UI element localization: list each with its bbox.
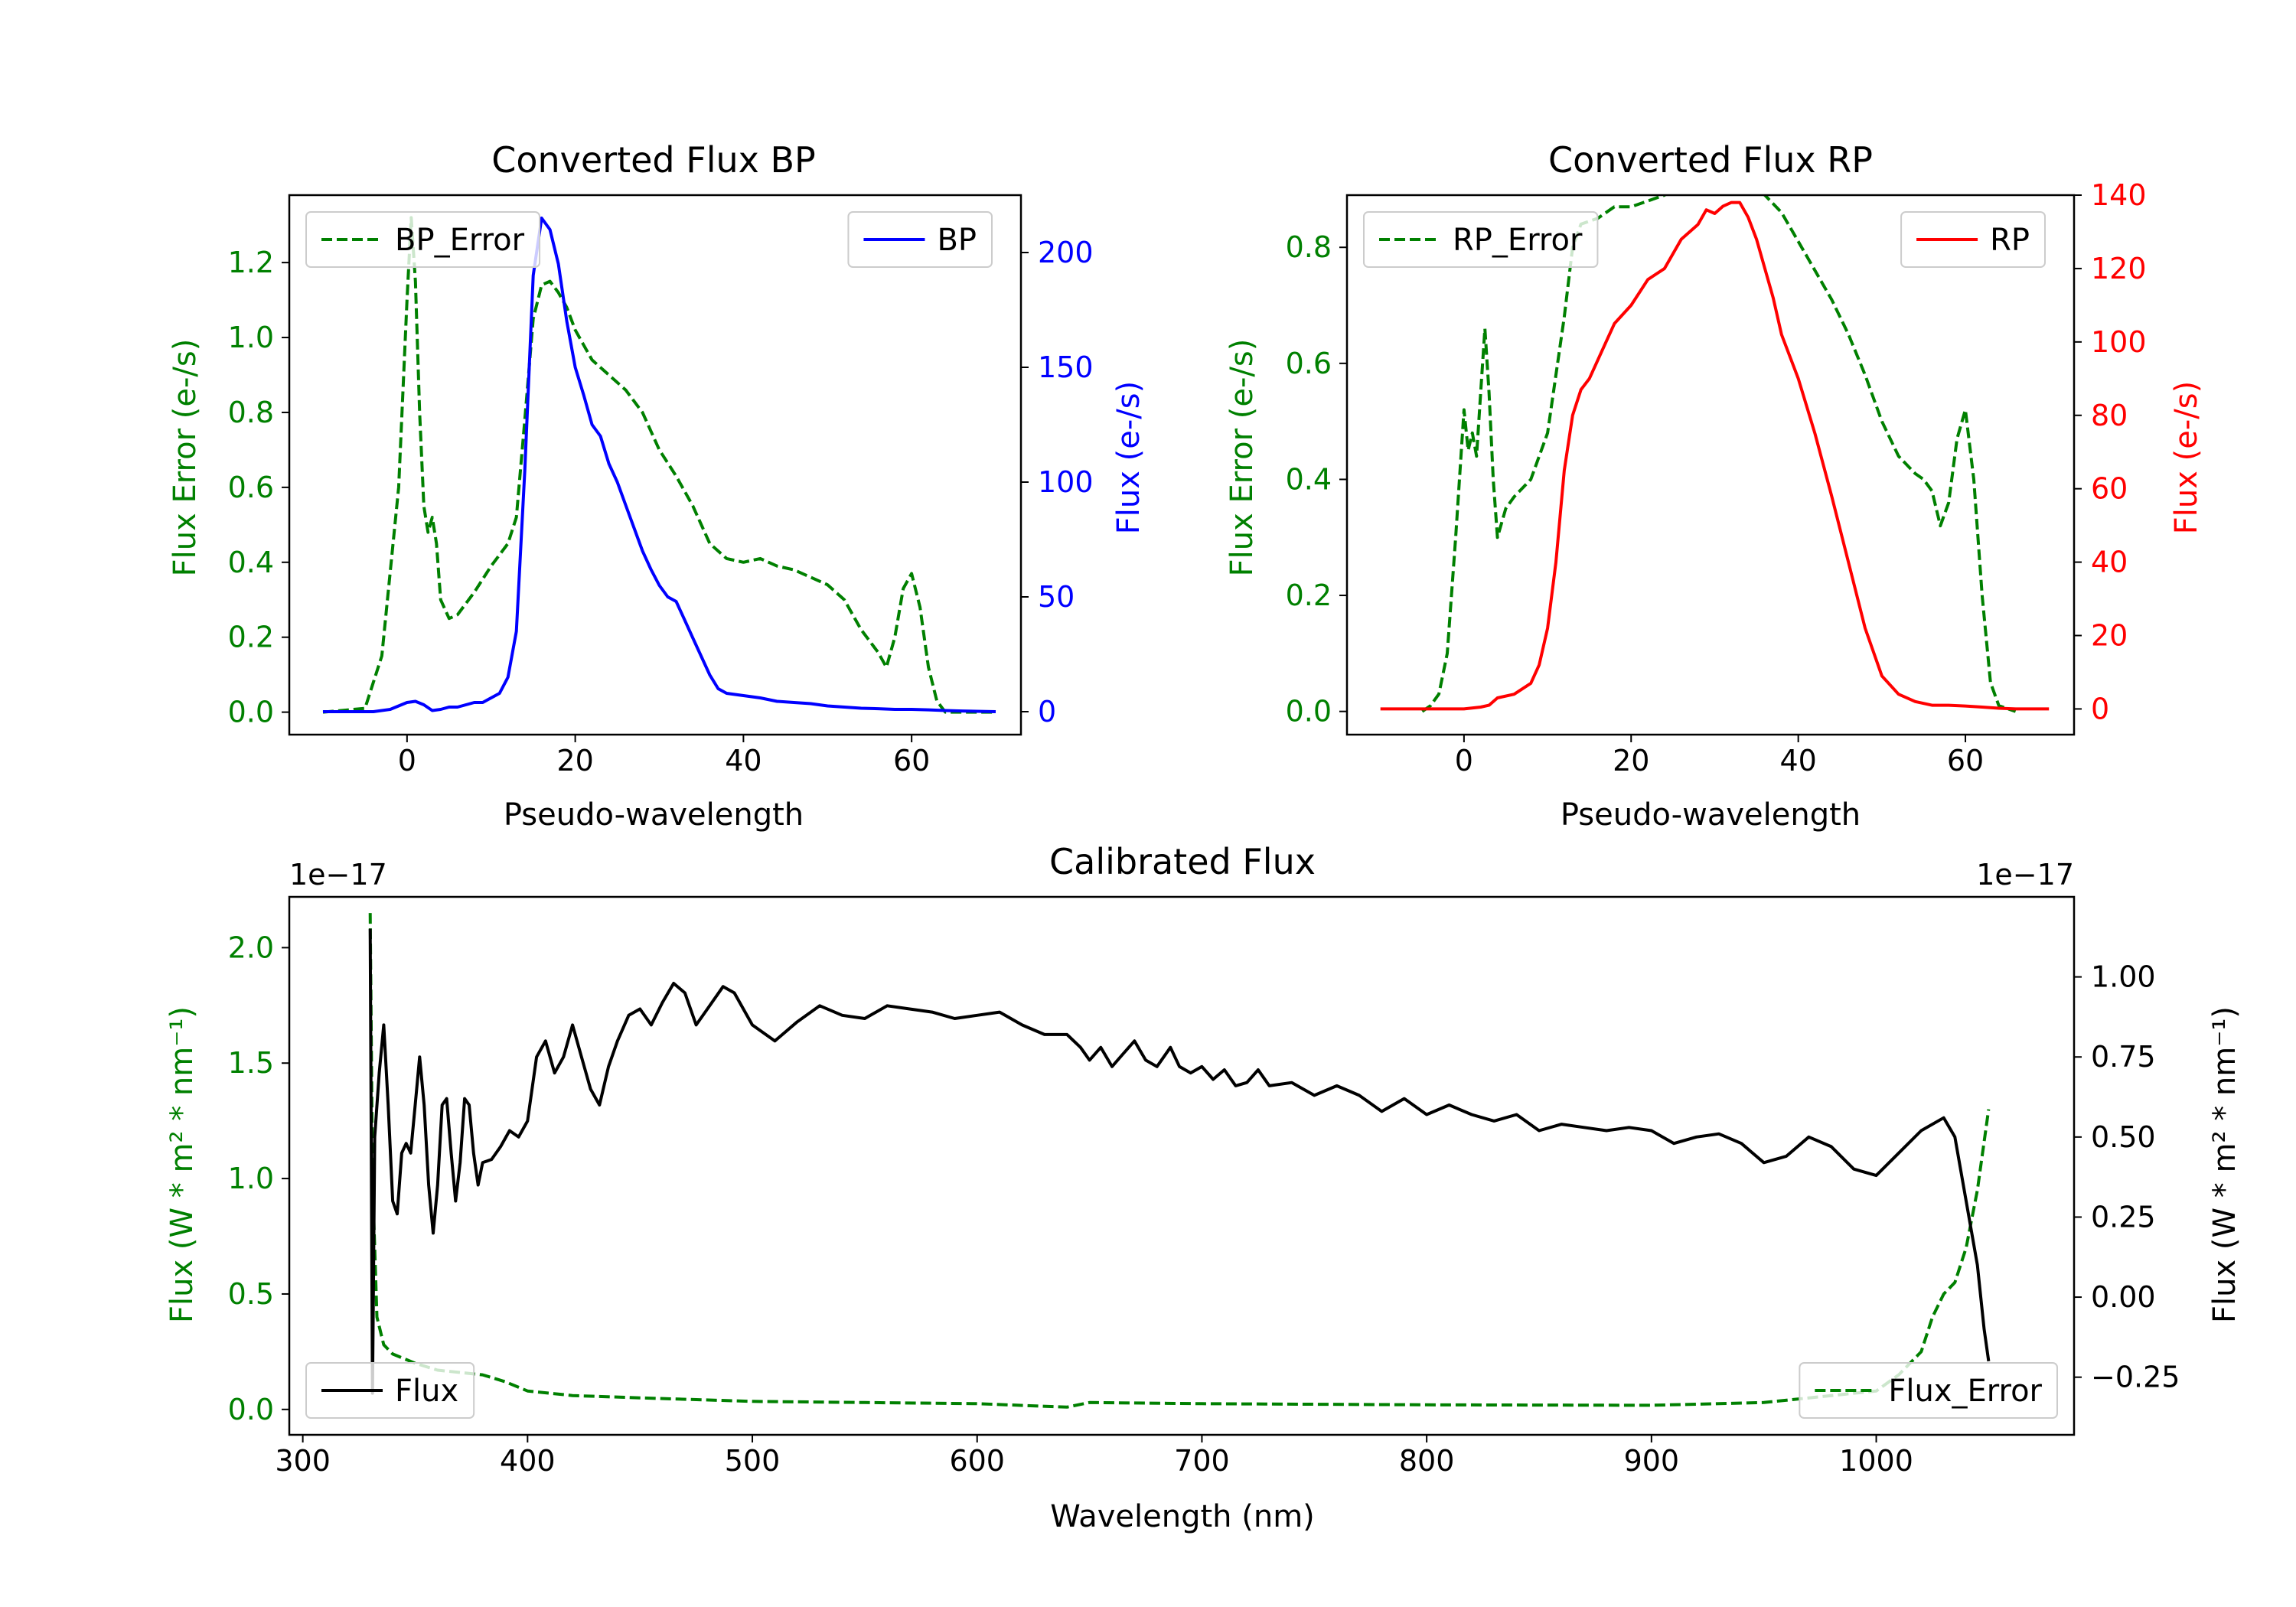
calibrated-right-axis-label: Flux (W * m² * nm⁻¹) <box>2207 1006 2242 1323</box>
calibrated-legend-box-left <box>305 1362 475 1419</box>
bp-right-y-tick-label: 100 <box>1038 465 1094 499</box>
rp-legend-right: RP <box>1900 211 2046 268</box>
bp-x-tick-label: 20 <box>556 744 593 777</box>
bp-right-y-tick-label: 0 <box>1038 695 1056 729</box>
bp-series-bp <box>323 217 996 713</box>
rp-right-y-tick-label: 120 <box>2091 252 2147 285</box>
rp-right-axis-label: Flux (e-/s) <box>2169 381 2204 534</box>
bp-panel: Converted Flux BP Pseudo-wavelength Flux… <box>168 139 1146 833</box>
bp-left-axis-label: Flux Error (e-/s) <box>168 339 203 577</box>
calibrated-right-y-tick-label: 0.75 <box>2091 1040 2156 1074</box>
calibrated-legend-left: Flux <box>305 1362 475 1419</box>
rp-left-y-tick-label: 0.6 <box>1286 347 1332 380</box>
calibrated-legend-label-left: Flux <box>395 1374 458 1409</box>
rp-left-axis-label: Flux Error (e-/s) <box>1225 339 1260 577</box>
rp-axes-frame <box>1345 194 2076 736</box>
calibrated-x-tick-label: 400 <box>500 1444 556 1478</box>
calibrated-left-y-tick-label: 0.5 <box>228 1277 274 1311</box>
bp-legend-label-right: BP <box>937 223 977 258</box>
calibrated-right-y-tick-label: 1.00 <box>2091 960 2156 994</box>
bp-axes-frame <box>288 194 1022 736</box>
calibrated-x-tick-label: 900 <box>1624 1444 1680 1478</box>
calibrated-left-y-tick-label: 2.0 <box>228 931 274 964</box>
bp-right-axis-label: Flux (e-/s) <box>1111 381 1146 534</box>
bp-title: Converted Flux BP <box>491 139 816 181</box>
rp-left-y-tick-label: 0.2 <box>1286 579 1332 612</box>
bp-right-y-tick-label: 50 <box>1038 580 1075 614</box>
bp-legend-label-left: BP_Error <box>395 223 525 258</box>
calibrated-legend-right: Flux_Error <box>1799 1362 2058 1419</box>
calibrated-panel: Calibrated Flux Wavelength (nm) Flux (W … <box>165 841 2242 1534</box>
calibrated-left-offset-text: 1e−17 <box>289 858 387 892</box>
rp-legend-box-left <box>1363 211 1599 268</box>
rp-right-y-tick-label: 100 <box>2091 325 2147 359</box>
calibrated-x-tick-label: 700 <box>1174 1444 1230 1478</box>
calibrated-x-tick-label: 500 <box>725 1444 781 1478</box>
rp-right-y-tick-label: 80 <box>2091 399 2128 432</box>
calibrated-axes-frame <box>288 895 2076 1436</box>
rp-series-rp <box>1380 200 2050 711</box>
rp-x-tick-label: 40 <box>1779 744 1816 777</box>
bp-legend-box-left <box>305 211 541 268</box>
calibrated-left-axis-label: Flux (W * m² * nm⁻¹) <box>165 1006 200 1323</box>
bp-x-tick-label: 40 <box>725 744 762 777</box>
bp-legend-right: BP <box>847 211 993 268</box>
calibrated-legend-label-right: Flux_Error <box>1888 1374 2042 1409</box>
calibrated-right-y-tick-label: −0.25 <box>2091 1361 2180 1394</box>
calibrated-x-tick-label: 300 <box>275 1444 331 1478</box>
bp-legend-left: BP_Error <box>305 211 541 268</box>
calibrated-title: Calibrated Flux <box>1049 841 1316 882</box>
bp-left-y-tick-label: 0.6 <box>228 471 274 504</box>
bp-left-y-tick-label: 0.8 <box>228 396 274 429</box>
calibrated-x-axis-label: Wavelength (nm) <box>1050 1499 1315 1534</box>
calibrated-x-tick-label: 1000 <box>1839 1444 1913 1478</box>
calibrated-left-y-tick-label: 1.0 <box>228 1162 274 1195</box>
rp-x-tick-label: 20 <box>1613 744 1649 777</box>
rp-right-y-tick-label: 0 <box>2091 692 2109 725</box>
calibrated-right-offset-text: 1e−17 <box>1976 858 2074 892</box>
calibrated-right-y-tick-label: 0.50 <box>2091 1120 2156 1154</box>
rp-right-y-tick-label: 140 <box>2091 178 2147 212</box>
bp-right-y-tick-label: 200 <box>1038 236 1094 269</box>
rp-right-y-tick-label: 20 <box>2091 619 2128 653</box>
bp-left-y-tick-label: 0.0 <box>228 696 274 729</box>
calibrated-series-flux-error <box>368 913 1991 1409</box>
bp-x-tick-label: 0 <box>398 744 416 777</box>
rp-left-y-tick-label: 0.4 <box>1286 462 1332 496</box>
bp-x-tick-label: 60 <box>893 744 930 777</box>
calibrated-legend-box-right <box>1799 1362 2058 1419</box>
calibrated-x-tick-label: 800 <box>1399 1444 1455 1478</box>
calibrated-series-flux <box>368 928 1991 1395</box>
rp-x-axis-label: Pseudo-wavelength <box>1561 797 1861 833</box>
rp-legend-label-right: RP <box>1990 223 2030 258</box>
bp-right-y-tick-label: 150 <box>1038 350 1094 384</box>
rp-left-y-tick-label: 0.8 <box>1286 230 1332 264</box>
bp-left-y-tick-label: 1.0 <box>228 321 274 354</box>
rp-title: Converted Flux RP <box>1548 139 1873 181</box>
bp-left-y-tick-label: 0.4 <box>228 546 274 579</box>
bp-series-bp-error <box>322 216 996 714</box>
calibrated-left-y-tick-label: 1.5 <box>228 1046 274 1080</box>
rp-legend-label-left: RP_Error <box>1453 223 1583 258</box>
rp-x-tick-label: 0 <box>1455 744 1473 777</box>
rp-x-tick-label: 60 <box>1947 744 1984 777</box>
bp-left-y-tick-label: 0.2 <box>228 621 274 654</box>
calibrated-right-y-tick-label: 0.00 <box>2091 1280 2156 1314</box>
bp-left-y-tick-label: 1.2 <box>228 246 274 279</box>
rp-panel: Converted Flux RP Pseudo-wavelength Flux… <box>1225 139 2204 833</box>
bp-x-axis-label: Pseudo-wavelength <box>504 797 804 833</box>
rp-left-y-tick-label: 0.0 <box>1286 695 1332 729</box>
calibrated-x-tick-label: 600 <box>949 1444 1005 1478</box>
rp-right-y-tick-label: 40 <box>2091 546 2128 579</box>
calibrated-left-y-tick-label: 0.0 <box>228 1393 274 1426</box>
rp-legend-left: RP_Error <box>1363 211 1599 268</box>
rp-right-y-tick-label: 60 <box>2091 472 2128 506</box>
calibrated-right-y-tick-label: 0.25 <box>2091 1200 2156 1234</box>
